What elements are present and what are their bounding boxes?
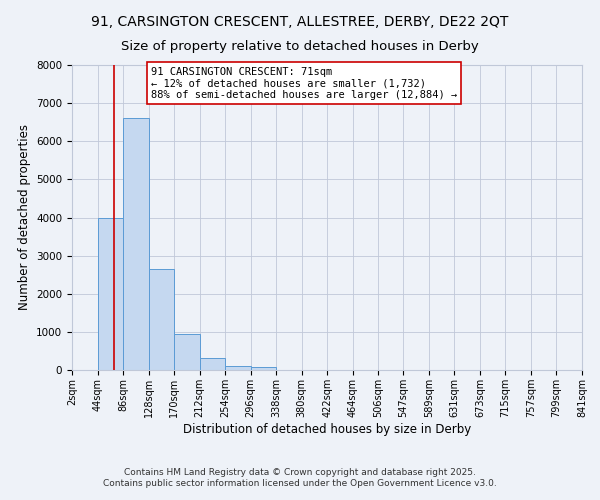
Bar	[174, 334, 200, 370]
Bar	[200, 358, 225, 370]
X-axis label: Distribution of detached houses by size in Derby: Distribution of detached houses by size …	[183, 422, 471, 436]
Text: Contains HM Land Registry data © Crown copyright and database right 2025.
Contai: Contains HM Land Registry data © Crown c…	[103, 468, 497, 487]
Bar	[251, 368, 276, 370]
Text: Size of property relative to detached houses in Derby: Size of property relative to detached ho…	[121, 40, 479, 53]
Text: 91, CARSINGTON CRESCENT, ALLESTREE, DERBY, DE22 2QT: 91, CARSINGTON CRESCENT, ALLESTREE, DERB…	[91, 15, 509, 29]
Bar	[149, 269, 174, 370]
Bar	[123, 118, 149, 370]
Bar	[98, 218, 123, 370]
Text: 91 CARSINGTON CRESCENT: 71sqm
← 12% of detached houses are smaller (1,732)
88% o: 91 CARSINGTON CRESCENT: 71sqm ← 12% of d…	[151, 66, 457, 100]
Bar	[225, 366, 251, 370]
Y-axis label: Number of detached properties: Number of detached properties	[17, 124, 31, 310]
